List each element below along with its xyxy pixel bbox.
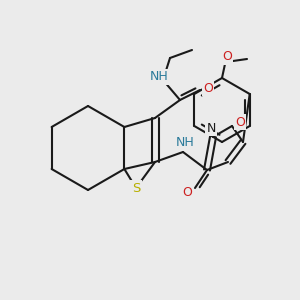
Text: O: O [203, 82, 213, 94]
Text: O: O [235, 116, 245, 128]
Text: NH: NH [150, 70, 168, 83]
Text: N: N [206, 122, 216, 134]
Text: NH: NH [176, 136, 194, 149]
Text: O: O [182, 187, 192, 200]
Text: O: O [222, 50, 232, 64]
Text: S: S [132, 182, 140, 194]
